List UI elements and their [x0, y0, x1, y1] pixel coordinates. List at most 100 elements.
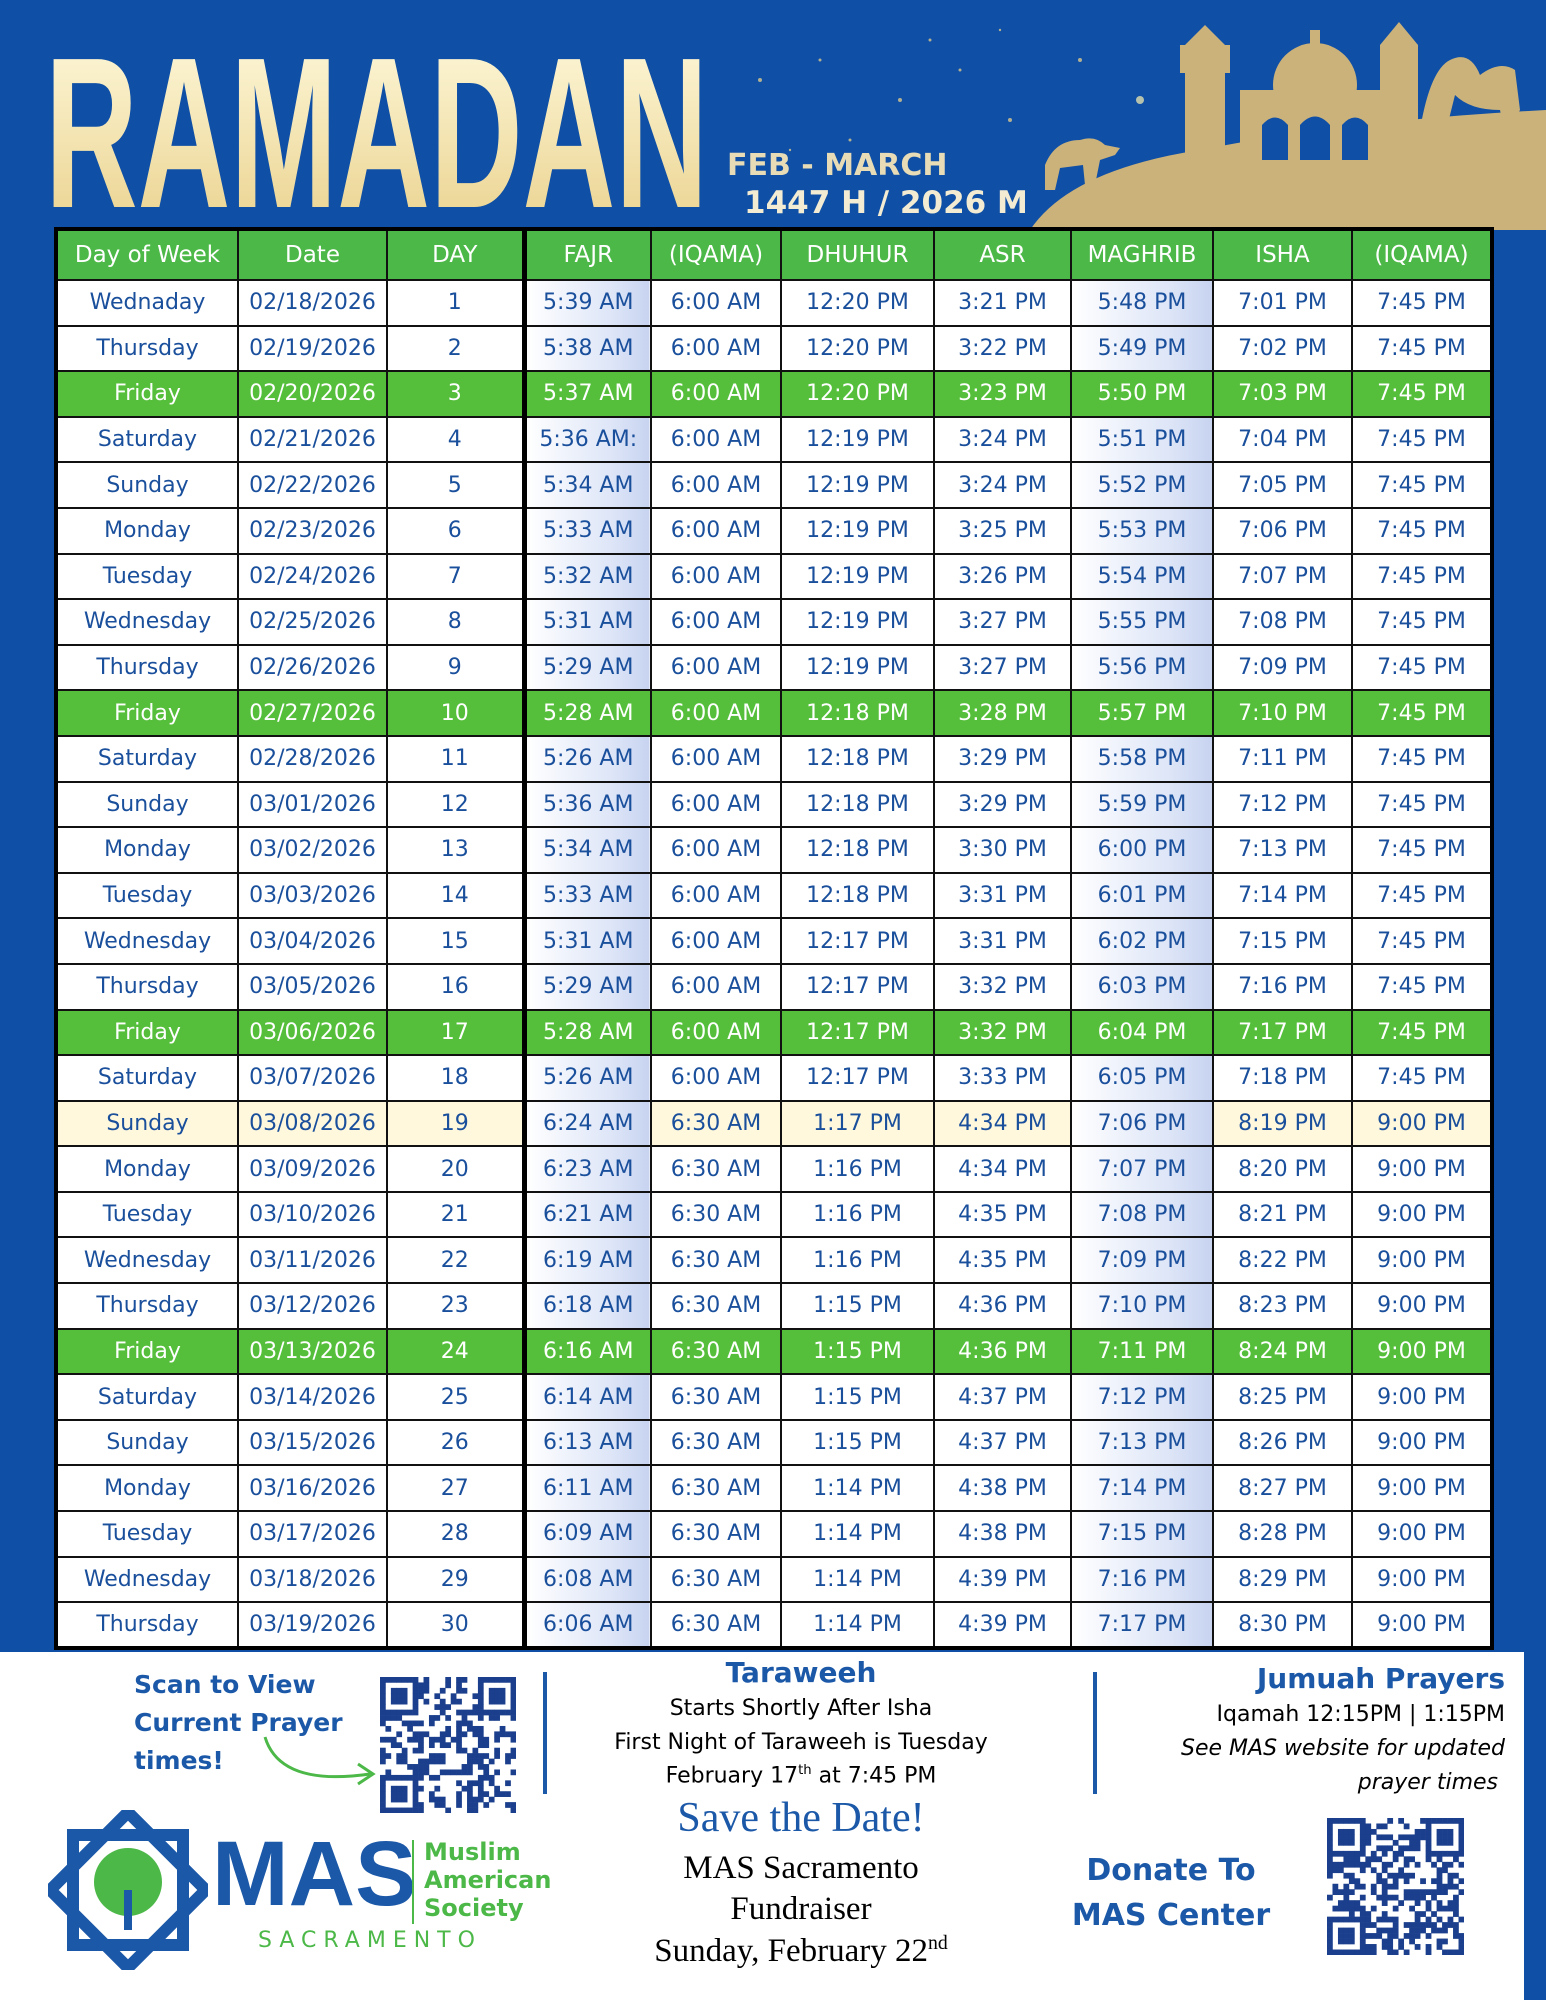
table-cell: 6:06 AM	[521, 1601, 652, 1649]
table-cell: 8:30 PM	[1212, 1601, 1353, 1649]
table-cell: 02/20/2026	[237, 370, 388, 418]
table-cell: 7:45 PM	[1351, 324, 1493, 373]
qr-module	[1348, 1911, 1355, 1917]
qr-module	[1359, 1828, 1366, 1835]
table-cell: Monday	[55, 1464, 239, 1513]
qr-module	[472, 1704, 479, 1710]
qr-module	[467, 1785, 473, 1792]
table-cell: 03/16/2026	[237, 1464, 388, 1513]
qr-module	[1359, 1850, 1366, 1857]
qr-module	[1359, 1834, 1366, 1841]
table-cell: 9	[386, 643, 525, 692]
table-cell: 7:02 PM	[1212, 324, 1353, 373]
qr-module	[412, 1682, 419, 1689]
qr-module	[396, 1731, 403, 1738]
qr-module	[461, 1677, 468, 1683]
qr-module	[1327, 1944, 1333, 1950]
qr-module	[488, 1693, 495, 1700]
qr-module	[1376, 1823, 1383, 1830]
qr-module	[1414, 1828, 1421, 1835]
qr-module	[467, 1791, 473, 1797]
table-cell: 1:15 PM	[780, 1327, 935, 1376]
footer: Scan to View Current Prayer times! Taraw…	[0, 1652, 1524, 2000]
table-cell: 12:19 PM	[780, 461, 935, 509]
table-cell: 7:45 PM	[1351, 734, 1493, 783]
qr-module	[412, 1698, 419, 1705]
qr-module	[418, 1785, 424, 1792]
qr-module	[407, 1677, 413, 1683]
table-cell: 02/27/2026	[237, 689, 388, 737]
qr-module	[1359, 1823, 1366, 1830]
qr-module	[456, 1731, 462, 1738]
qr-module	[1332, 1818, 1339, 1824]
qr-module	[1442, 1818, 1448, 1824]
table-cell: 12:19 PM	[780, 643, 935, 692]
table-cell: Monday	[55, 506, 239, 555]
qr-module	[450, 1693, 457, 1700]
qr-module	[396, 1807, 403, 1813]
table-cell: 12:18 PM	[780, 689, 935, 737]
qr-module	[1387, 1933, 1394, 1939]
text: MAS Sacramento	[683, 1850, 919, 1886]
table-cell: 7:45 PM	[1351, 552, 1493, 601]
qr-module	[380, 1807, 386, 1813]
qr-module	[488, 1774, 495, 1781]
table-cell: 5:26 AM	[521, 734, 652, 783]
qr-module	[396, 1709, 403, 1716]
qr-module	[401, 1693, 408, 1700]
qr-module	[1392, 1839, 1399, 1846]
table-cell: 03/01/2026	[237, 780, 388, 829]
qr-module	[401, 1687, 408, 1694]
table-cell: 6:00 AM	[650, 917, 782, 965]
qr-module	[1370, 1856, 1377, 1863]
table-cell: 7:07 PM	[1212, 552, 1353, 601]
qr-module	[380, 1796, 386, 1803]
qr-module	[1425, 1900, 1432, 1906]
qr-module	[510, 1769, 516, 1776]
qr-module	[1409, 1938, 1415, 1945]
qr-module	[1376, 1927, 1383, 1934]
qr-module	[1327, 1834, 1333, 1841]
table-cell: 7:45 PM	[1351, 506, 1493, 555]
qr-module	[1458, 1933, 1464, 1939]
qr-module	[1398, 1938, 1405, 1945]
qr-module	[461, 1747, 468, 1754]
table-cell: Thursday	[55, 962, 239, 1011]
qr-module	[1381, 1834, 1388, 1841]
table-cell: 3:21 PM	[933, 279, 1072, 327]
qr-module	[1376, 1894, 1383, 1901]
qr-module	[418, 1682, 424, 1689]
qr-module	[423, 1769, 430, 1776]
table-cell: 3:33 PM	[933, 1054, 1072, 1102]
qr-module	[1387, 1949, 1394, 1955]
donate-text: Donate To MAS Center	[1072, 1848, 1270, 1938]
table-cell: 02/26/2026	[237, 643, 388, 692]
qr-module	[1403, 1823, 1410, 1830]
qr-module	[1447, 1850, 1454, 1857]
qr-module	[396, 1774, 403, 1781]
qr-module	[1343, 1850, 1350, 1857]
qr-module	[1398, 1867, 1405, 1874]
text: Society	[424, 1894, 524, 1922]
qr-module	[483, 1802, 490, 1808]
qr-module	[1436, 1900, 1443, 1906]
qr-module	[401, 1677, 408, 1683]
table-cell: 1:16 PM	[780, 1236, 935, 1285]
qr-module	[1436, 1927, 1443, 1934]
qr-module	[1403, 1922, 1410, 1928]
qr-module	[1447, 1861, 1454, 1868]
qr-module	[1359, 1949, 1366, 1955]
qr-module	[380, 1677, 386, 1683]
qr-module	[1343, 1834, 1350, 1841]
table-cell: 12:19 PM	[780, 598, 935, 646]
table-cell: Wednaday	[55, 279, 239, 327]
qr-module	[1359, 1922, 1366, 1928]
qr-module	[428, 1715, 435, 1721]
qr-module	[483, 1791, 490, 1797]
qr-module	[1343, 1905, 1350, 1912]
qr-module	[1365, 1916, 1372, 1923]
table-cell: 5:29 AM	[521, 643, 652, 692]
qr-module	[1359, 1905, 1366, 1912]
qr-module	[456, 1796, 462, 1803]
table-cell: 9:00 PM	[1351, 1555, 1493, 1604]
